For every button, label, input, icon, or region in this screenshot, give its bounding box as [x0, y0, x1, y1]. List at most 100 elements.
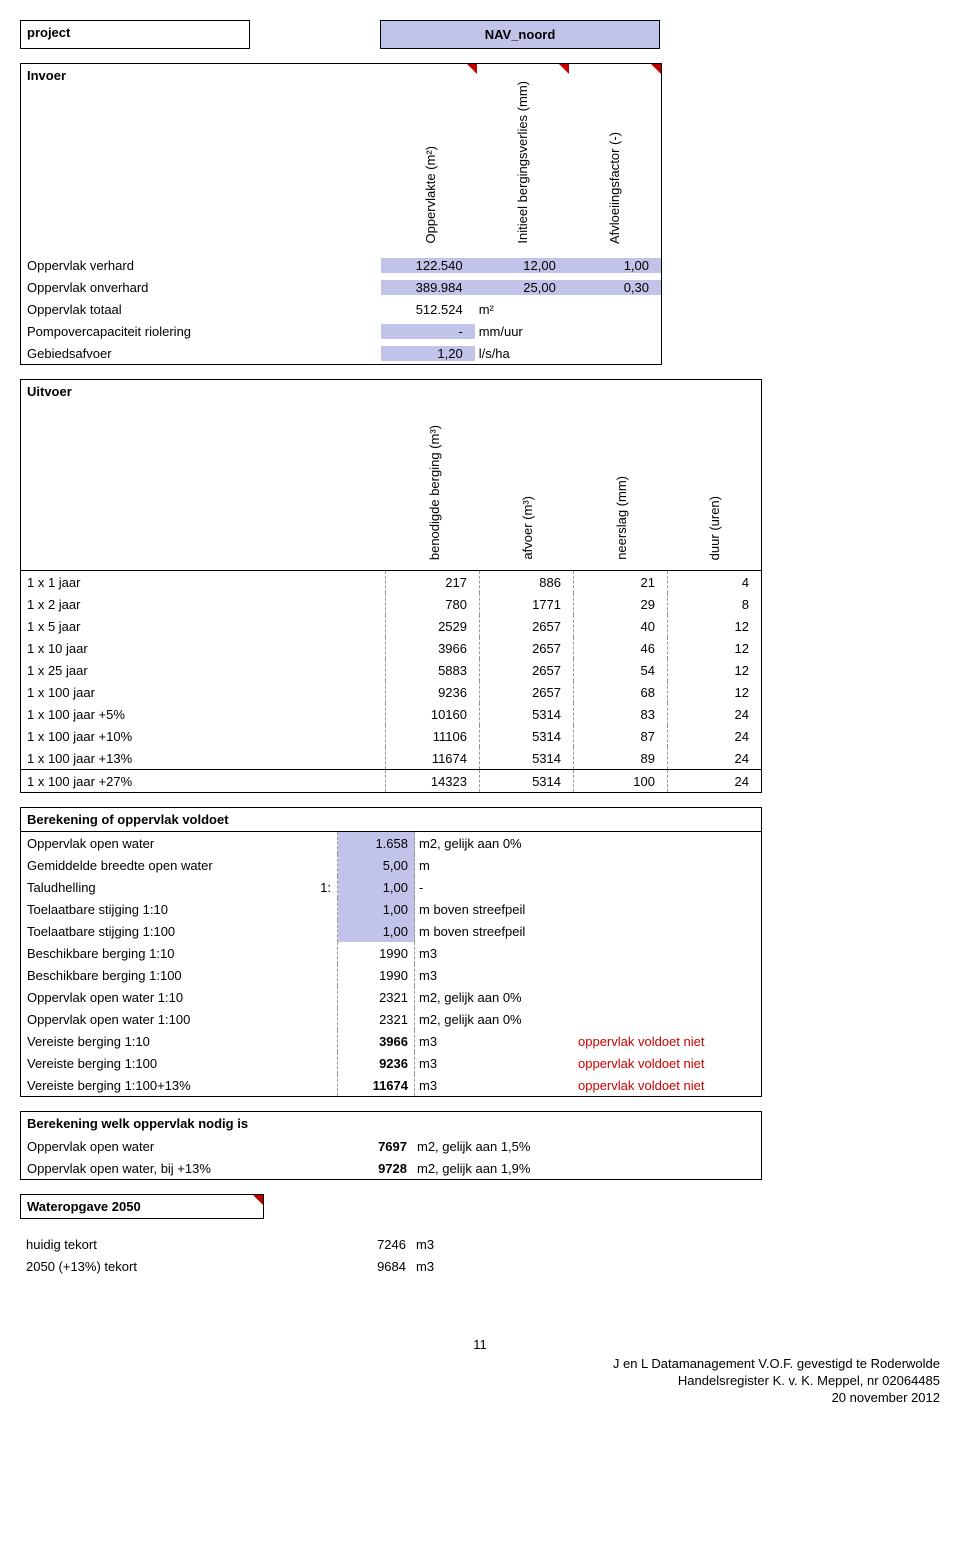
wateropgave-title: Wateropgave 2050: [27, 1199, 141, 1214]
berekening-row: Beschikbare berging 1:101990m3: [21, 942, 761, 964]
uitvoer-cell: 89: [573, 747, 667, 769]
invoer-col-2: Afvloeiingsfactor (-): [569, 64, 661, 254]
uitvoer-row: 1 x 2 jaar7801771298: [21, 593, 761, 615]
berekening2-unit: m2, gelijk aan 1,9%: [413, 1161, 530, 1176]
berekening-row: Toelaatbare stijging 1:101,00m boven str…: [21, 898, 761, 920]
uitvoer-cell: 24: [667, 703, 761, 725]
uitvoer-row: 1 x 10 jaar396626574612: [21, 637, 761, 659]
berekening-label: Oppervlak open water: [21, 832, 338, 854]
uitvoer-cell: 24: [667, 770, 761, 792]
uitvoer-row: 1 x 5 jaar252926574012: [21, 615, 761, 637]
invoer-row-label: Oppervlak totaal: [21, 302, 381, 317]
wateropgave-title-box: Wateropgave 2050: [20, 1194, 264, 1219]
berekening-label: Vereiste berging 1:10: [21, 1030, 338, 1052]
project-header: project NAV_noord: [20, 20, 940, 49]
invoer-row-label: Gebiedsafvoer: [21, 346, 381, 361]
page-number: 11: [20, 1337, 940, 1352]
berekening-unit: m: [415, 854, 574, 876]
berekening-value: 1,00: [338, 876, 415, 898]
berekening-label: Vereiste berging 1:100+13%: [21, 1074, 338, 1096]
uitvoer-row-label: 1 x 1 jaar: [21, 575, 385, 590]
invoer-col-0: Oppervlakte (m²): [384, 64, 476, 254]
uitvoer-cell: 83: [573, 703, 667, 725]
invoer-col-1: Initieel bergingsverlies (mm): [477, 64, 569, 254]
berekening-voldoet-section: Berekening of oppervlak voldoet Oppervla…: [20, 807, 762, 1097]
triangle-marker: [651, 64, 661, 74]
triangle-marker: [467, 64, 477, 74]
berekening-unit: m3: [415, 964, 574, 986]
invoer-section: Invoer Oppervlakte (m²) Initieel berging…: [20, 63, 662, 365]
berekening2-row: Oppervlak open water, bij +13%9728m2, ge…: [21, 1157, 761, 1179]
berekening-row: Taludhelling1:1,00-: [21, 876, 761, 898]
uitvoer-cell: 5314: [479, 747, 573, 769]
invoer-cell: 1,00: [568, 258, 661, 273]
berekening-value: 2321: [338, 986, 415, 1008]
berekening-row: Vereiste berging 1:100+13%11674m3oppervl…: [21, 1074, 761, 1096]
berekening-label: Gemiddelde breedte open water: [21, 854, 338, 876]
uitvoer-cell: 2657: [479, 615, 573, 637]
uitvoer-row-label: 1 x 100 jaar +10%: [21, 729, 385, 744]
berekening-label: Oppervlak open water 1:100: [21, 1008, 338, 1030]
uitvoer-row: 1 x 100 jaar923626576812: [21, 681, 761, 703]
invoer-title: Invoer: [21, 64, 384, 254]
uitvoer-cell: 21: [573, 571, 667, 593]
invoer-header: Invoer Oppervlakte (m²) Initieel berging…: [21, 64, 661, 254]
berekening-unit: m2, gelijk aan 0%: [415, 832, 574, 854]
berekening-unit: m3: [415, 1074, 574, 1096]
uitvoer-row: 1 x 25 jaar588326575412: [21, 659, 761, 681]
berekening-unit: m3: [415, 1052, 574, 1074]
berekening-value: 1,00: [338, 898, 415, 920]
project-label: project: [20, 20, 250, 49]
berekening-status: oppervlak voldoet niet: [574, 1078, 761, 1093]
uitvoer-cell: 24: [667, 747, 761, 769]
uitvoer-cell: 87: [573, 725, 667, 747]
berekening-row: Gemiddelde breedte open water5,00m: [21, 854, 761, 876]
invoer-row: Pompovercapaciteit riolering-mm/uur: [21, 320, 661, 342]
invoer-row: Oppervlak totaal512.524m²: [21, 298, 661, 320]
berekening-row: Beschikbare berging 1:1001990m3: [21, 964, 761, 986]
uitvoer-cell: 12: [667, 637, 761, 659]
uitvoer-cell: 886: [479, 571, 573, 593]
berekening-value: 1,00: [338, 920, 415, 942]
berekening-unit: m boven streefpeil: [415, 920, 574, 942]
berekening-value: 1.658: [338, 832, 415, 854]
footer-line2: Handelsregister K. v. K. Meppel, nr 0206…: [20, 1373, 940, 1390]
wateropgave-unit: m3: [412, 1259, 434, 1274]
uitvoer-row-label: 1 x 10 jaar: [21, 641, 385, 656]
invoer-cell: 0,30: [568, 280, 661, 295]
berekening-value: 9236: [338, 1052, 415, 1074]
uitvoer-cell: 217: [385, 571, 479, 593]
invoer-row: Oppervlak verhard122.54012,001,00: [21, 254, 661, 276]
uitvoer-row: 1 x 100 jaar +13%1167453148924: [21, 747, 761, 769]
berekening2-row: Oppervlak open water7697m2, gelijk aan 1…: [21, 1135, 761, 1157]
wateropgave-body: huidig tekort7246m32050 (+13%) tekort968…: [20, 1233, 760, 1277]
wateropgave-value: 7246: [336, 1237, 412, 1252]
invoer-row-label: Oppervlak onverhard: [21, 280, 381, 295]
berekening-row: Vereiste berging 1:1009236m3oppervlak vo…: [21, 1052, 761, 1074]
uitvoer-header-1: afvoer (m³): [520, 496, 535, 560]
invoer-cell: mm/uur: [475, 324, 568, 339]
uitvoer-cell: 14323: [385, 770, 479, 792]
uitvoer-body: 1 x 1 jaar2178862141 x 2 jaar78017712981…: [21, 571, 761, 792]
uitvoer-cell: 12: [667, 681, 761, 703]
berekening2-label: Oppervlak open water: [21, 1139, 337, 1154]
uitvoer-row-label: 1 x 25 jaar: [21, 663, 385, 678]
berekening2-body: Oppervlak open water7697m2, gelijk aan 1…: [21, 1135, 761, 1179]
berekening-value: 11674: [338, 1074, 415, 1096]
invoer-cell: 389.984: [381, 280, 474, 295]
berekening2-unit: m2, gelijk aan 1,5%: [413, 1139, 530, 1154]
invoer-header-1: Initieel bergingsverlies (mm): [515, 81, 530, 244]
berekening-status: oppervlak voldoet niet: [574, 1056, 761, 1071]
berekening-value: 2321: [338, 1008, 415, 1030]
berekening-value: 1990: [338, 964, 415, 986]
berekening-value: 1990: [338, 942, 415, 964]
berekening-row: Oppervlak open water 1:102321m2, gelijk …: [21, 986, 761, 1008]
uitvoer-cell: 8: [667, 593, 761, 615]
invoer-cell: 25,00: [475, 280, 568, 295]
uitvoer-cell: 5314: [479, 725, 573, 747]
berekening-unit: m3: [415, 942, 574, 964]
berekening-row: Toelaatbare stijging 1:1001,00m boven st…: [21, 920, 761, 942]
uitvoer-cell: 780: [385, 593, 479, 615]
uitvoer-cell: 9236: [385, 681, 479, 703]
wateropgave-label: 2050 (+13%) tekort: [20, 1259, 336, 1274]
